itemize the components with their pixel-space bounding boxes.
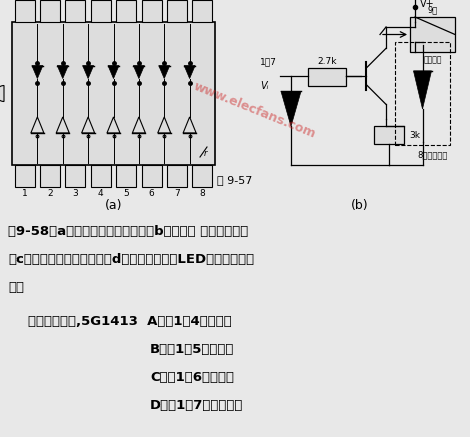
Text: (b): (b) bbox=[351, 198, 369, 212]
Bar bbox=[167, 165, 187, 187]
Text: 7: 7 bbox=[174, 190, 180, 198]
Text: 2: 2 bbox=[47, 190, 53, 198]
Bar bbox=[308, 68, 346, 87]
Bar bbox=[15, 165, 35, 187]
Text: B档为1～5路是好的: B档为1～5路是好的 bbox=[150, 343, 235, 356]
Text: (a): (a) bbox=[105, 198, 122, 212]
Text: （公用）: （公用） bbox=[423, 55, 442, 65]
Polygon shape bbox=[0, 86, 4, 101]
Text: V+: V+ bbox=[420, 0, 435, 9]
Polygon shape bbox=[83, 66, 94, 79]
Text: 图9-58（a）为驱动继电器电路；（b）为驱动 指示灯电路；: 图9-58（a）为驱动继电器电路；（b）为驱动 指示灯电路； bbox=[8, 225, 248, 238]
Text: 1～7: 1～7 bbox=[260, 58, 277, 66]
Polygon shape bbox=[281, 91, 301, 126]
Polygon shape bbox=[57, 66, 68, 79]
Bar bbox=[12, 22, 215, 165]
Text: 路。: 路。 bbox=[8, 281, 24, 294]
Polygon shape bbox=[108, 66, 119, 79]
Bar bbox=[116, 165, 136, 187]
Text: 图 9-57: 图 9-57 bbox=[217, 175, 253, 185]
Text: 9脚: 9脚 bbox=[427, 6, 438, 14]
Bar bbox=[141, 165, 162, 187]
Text: （c）为驱动晶体灯电路；（d）为驱动共阳极LED七段显示器电: （c）为驱动晶体灯电路；（d）为驱动共阳极LED七段显示器电 bbox=[8, 253, 254, 266]
Text: 1: 1 bbox=[22, 190, 28, 198]
Text: C档为1～6路是好的: C档为1～6路是好的 bbox=[150, 371, 234, 384]
Text: 5: 5 bbox=[123, 190, 129, 198]
Bar bbox=[192, 165, 212, 187]
Text: 8脚（公用）: 8脚（公用） bbox=[417, 150, 448, 160]
Bar bbox=[410, 17, 455, 52]
Text: 3k: 3k bbox=[409, 131, 420, 140]
Bar bbox=[374, 126, 404, 144]
Bar bbox=[141, 0, 162, 22]
Bar bbox=[167, 0, 187, 22]
Text: r: r bbox=[203, 149, 207, 157]
Bar bbox=[40, 0, 60, 22]
Bar bbox=[65, 0, 86, 22]
Bar bbox=[192, 0, 212, 22]
Text: 8: 8 bbox=[199, 190, 205, 198]
Polygon shape bbox=[159, 66, 170, 79]
Text: D档为1～7路是好的。: D档为1～7路是好的。 bbox=[150, 399, 243, 412]
Polygon shape bbox=[32, 66, 43, 79]
Bar bbox=[395, 42, 450, 145]
Text: 2.7k: 2.7k bbox=[317, 57, 337, 66]
Bar bbox=[116, 0, 136, 22]
Bar bbox=[65, 165, 86, 187]
Text: 4: 4 bbox=[98, 190, 103, 198]
Bar bbox=[40, 165, 60, 187]
Bar bbox=[91, 165, 111, 187]
Polygon shape bbox=[133, 66, 144, 79]
Text: www.elecfans.com: www.elecfans.com bbox=[192, 80, 318, 141]
Text: 6: 6 bbox=[149, 190, 155, 198]
Bar bbox=[15, 0, 35, 22]
Text: 3: 3 bbox=[72, 190, 78, 198]
Text: Vᵢ: Vᵢ bbox=[260, 81, 268, 91]
Polygon shape bbox=[184, 66, 195, 79]
Bar bbox=[91, 0, 111, 22]
Polygon shape bbox=[414, 71, 431, 109]
Text: 值得注意的是,5G1413  A档为1～4路是好的: 值得注意的是,5G1413 A档为1～4路是好的 bbox=[28, 315, 232, 328]
